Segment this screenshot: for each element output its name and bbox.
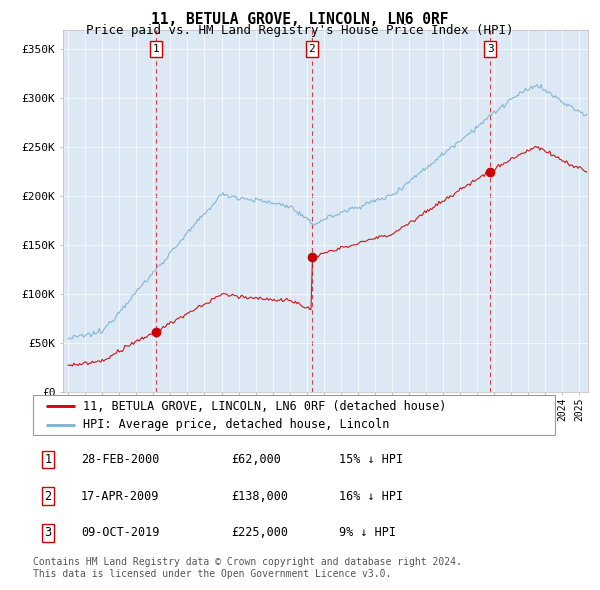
Text: 2: 2 (308, 44, 315, 54)
Text: 17-APR-2009: 17-APR-2009 (81, 490, 160, 503)
Text: 1: 1 (44, 453, 52, 466)
Text: 9% ↓ HPI: 9% ↓ HPI (339, 526, 396, 539)
Text: 1: 1 (152, 44, 159, 54)
Text: 16% ↓ HPI: 16% ↓ HPI (339, 490, 403, 503)
Text: 2: 2 (44, 490, 52, 503)
Text: Contains HM Land Registry data © Crown copyright and database right 2024.
This d: Contains HM Land Registry data © Crown c… (33, 557, 462, 579)
FancyBboxPatch shape (33, 395, 555, 435)
Text: £62,000: £62,000 (231, 453, 281, 466)
Text: 11, BETULA GROVE, LINCOLN, LN6 0RF: 11, BETULA GROVE, LINCOLN, LN6 0RF (151, 12, 449, 27)
Text: Price paid vs. HM Land Registry's House Price Index (HPI): Price paid vs. HM Land Registry's House … (86, 24, 514, 37)
Text: 09-OCT-2019: 09-OCT-2019 (81, 526, 160, 539)
Text: 3: 3 (44, 526, 52, 539)
Text: 11, BETULA GROVE, LINCOLN, LN6 0RF (detached house): 11, BETULA GROVE, LINCOLN, LN6 0RF (deta… (83, 399, 446, 412)
Text: 15% ↓ HPI: 15% ↓ HPI (339, 453, 403, 466)
Text: 28-FEB-2000: 28-FEB-2000 (81, 453, 160, 466)
Text: 3: 3 (487, 44, 494, 54)
Text: HPI: Average price, detached house, Lincoln: HPI: Average price, detached house, Linc… (83, 418, 389, 431)
Text: £225,000: £225,000 (231, 526, 288, 539)
Text: £138,000: £138,000 (231, 490, 288, 503)
